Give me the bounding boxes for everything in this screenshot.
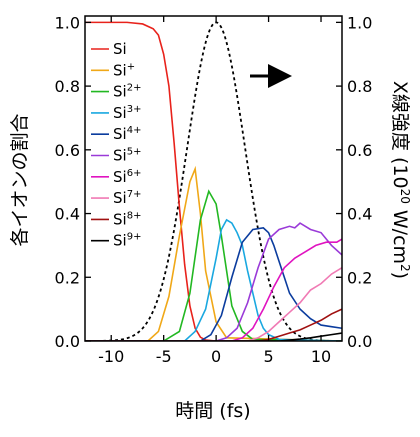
legend-label-7: Si7+ — [113, 189, 141, 207]
y-left-tick-label: 0.4 — [55, 205, 80, 224]
x-axis-title: 時間 (fs) — [175, 400, 250, 422]
series-line-4 — [85, 227, 342, 341]
series-line-3 — [85, 218, 342, 341]
pulse-intensity-line — [85, 21, 342, 341]
legend-label-2: Si2+ — [113, 83, 141, 101]
x-tick-label: 5 — [263, 347, 273, 366]
y-right-title-mid: W/cm — [389, 204, 411, 264]
series-line-5 — [85, 222, 342, 341]
x-tick-label: -10 — [98, 347, 124, 366]
y-right-tick-label: 0.0 — [347, 332, 372, 351]
axis-ticks: -10 -5 0 5 10 0.0 0.2 0.4 0.6 0.8 1.0 0.0 0.2 0.4 0.6 0… — [55, 13, 373, 366]
x-tick-label: 0 — [211, 347, 221, 366]
legend: Si Si+ Si2+ Si3+ Si4+ Si5+ Si6+ Si7+ Si8+ Si9+ — [91, 40, 141, 250]
plot-series-layer — [85, 21, 342, 341]
legend-label-4: Si4+ — [113, 125, 141, 143]
y-right-title-main: X線強度 (10 — [389, 81, 411, 189]
y-right-tick-label: 0.8 — [347, 77, 372, 96]
series-line-1 — [85, 165, 342, 341]
y-left-tick-label: 0.2 — [55, 268, 80, 287]
y-right-title-exp2: 2 — [398, 264, 412, 272]
x-tick-label: 10 — [311, 347, 331, 366]
legend-label-1: Si+ — [113, 61, 135, 79]
plot-frame — [84, 15, 343, 342]
y-right-tick-label: 0.4 — [347, 205, 372, 224]
y-left-tick-label: 0.0 — [55, 332, 80, 351]
legend-label-9: Si9+ — [113, 232, 141, 250]
legend-label-3: Si3+ — [113, 104, 141, 122]
y-left-tick-label: 1.0 — [55, 13, 80, 32]
series-line-2 — [85, 189, 342, 341]
legend-label-8: Si8+ — [113, 210, 141, 228]
y-left-tick-label: 0.8 — [55, 77, 80, 96]
series-line-7 — [85, 267, 342, 341]
series-line-8 — [85, 308, 342, 341]
legend-label-6: Si6+ — [113, 168, 141, 186]
legend-label-0: Si — [113, 40, 127, 58]
y-left-tick-label: 0.6 — [55, 141, 80, 160]
y-right-tick-label: 0.6 — [347, 141, 372, 160]
series-line-6 — [85, 238, 342, 341]
y-axis-right-title: X線強度 (1020 W/cm2) — [389, 81, 412, 279]
x-tick-label: -5 — [156, 347, 172, 366]
y-right-tick-label: 1.0 — [347, 13, 372, 32]
y-axis-left-title: 各イオンの割合 — [9, 113, 31, 246]
y-right-title-end: ) — [389, 272, 411, 279]
y-right-tick-label: 0.2 — [347, 268, 372, 287]
y-right-title-exp: 20 — [398, 189, 412, 204]
legend-label-5: Si5+ — [113, 147, 141, 165]
